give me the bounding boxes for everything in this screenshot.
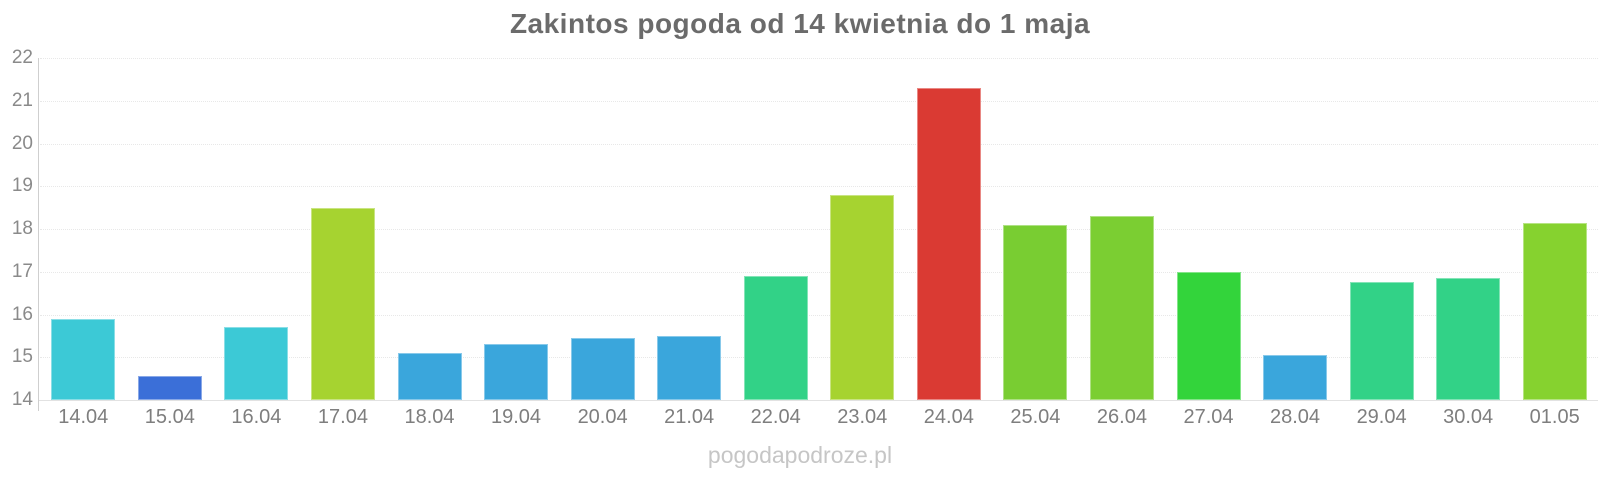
bar-21.04 bbox=[657, 335, 722, 400]
gridline-16 bbox=[40, 314, 1598, 316]
bar-20.04 bbox=[570, 338, 635, 400]
x-axis-label: 19.04 bbox=[491, 406, 542, 428]
y-axis-tick-label: 14 bbox=[11, 389, 33, 410]
x-axis-label: 15.04 bbox=[144, 406, 195, 428]
x-axis-line bbox=[38, 400, 1598, 401]
x-axis-label: 27.04 bbox=[1183, 406, 1234, 428]
x-axis-label: 29.04 bbox=[1356, 406, 1407, 428]
y-axis-tick-label: 19 bbox=[11, 175, 33, 197]
bar-23.04 bbox=[830, 194, 895, 400]
y-axis-tick-label: 16 bbox=[11, 303, 33, 325]
bar-14.04 bbox=[51, 318, 116, 400]
x-axis-label: 22.04 bbox=[750, 406, 801, 428]
x-axis-label: 14.04 bbox=[58, 406, 109, 428]
chart-title: Zakintos pogoda od 14 kwietnia do 1 maja bbox=[509, 8, 1091, 39]
y-axis-tick-label: 17 bbox=[11, 260, 33, 282]
bar-19.04 bbox=[484, 344, 549, 400]
bar-29.04 bbox=[1349, 282, 1414, 400]
bar-18.04 bbox=[397, 352, 462, 400]
gridline-22 bbox=[40, 58, 1598, 59]
x-axis-label: 24.04 bbox=[923, 406, 974, 428]
bar-22.04 bbox=[743, 276, 808, 400]
x-axis-label: 21.04 bbox=[664, 406, 715, 428]
bar-28.04 bbox=[1263, 355, 1328, 400]
y-axis-tick-label: 22 bbox=[11, 47, 33, 68]
x-axis-label: 25.04 bbox=[1010, 406, 1061, 428]
bar-27.04 bbox=[1176, 271, 1241, 400]
x-axis-label: 20.04 bbox=[577, 406, 628, 428]
x-axis-label: 01.05 bbox=[1529, 406, 1580, 428]
x-axis-label: 18.04 bbox=[404, 406, 455, 428]
y-axis-tick-label: 21 bbox=[11, 89, 33, 111]
bar-15.04 bbox=[137, 376, 202, 400]
gridline-17 bbox=[40, 271, 1598, 273]
y-axis-tick-label: 15 bbox=[11, 346, 33, 368]
bar-17.04 bbox=[310, 207, 375, 400]
y-axis-line bbox=[38, 58, 39, 411]
bar-24.04 bbox=[916, 87, 981, 400]
x-axis-label: 28.04 bbox=[1270, 406, 1321, 428]
x-axis-label: 23.04 bbox=[837, 406, 888, 428]
gridline-21 bbox=[40, 100, 1598, 102]
bar-01.05 bbox=[1522, 222, 1587, 400]
bar-16.04 bbox=[224, 327, 289, 400]
bar-26.04 bbox=[1089, 216, 1154, 400]
gridline-18 bbox=[40, 229, 1598, 230]
gridline-20 bbox=[40, 143, 1598, 145]
bar-25.04 bbox=[1003, 224, 1068, 400]
watermark: pogodapodroze.pl bbox=[707, 442, 893, 468]
gridline-15 bbox=[40, 357, 1598, 359]
bar-30.04 bbox=[1436, 278, 1501, 400]
x-axis-label: 26.04 bbox=[1096, 406, 1147, 428]
x-axis-label: 17.04 bbox=[317, 406, 368, 428]
x-axis-label: 16.04 bbox=[231, 406, 282, 428]
gridline-19 bbox=[40, 186, 1598, 188]
y-axis-tick-label: 18 bbox=[11, 218, 33, 239]
y-axis-tick-label: 20 bbox=[11, 132, 33, 154]
x-axis-label: 30.04 bbox=[1443, 406, 1494, 428]
